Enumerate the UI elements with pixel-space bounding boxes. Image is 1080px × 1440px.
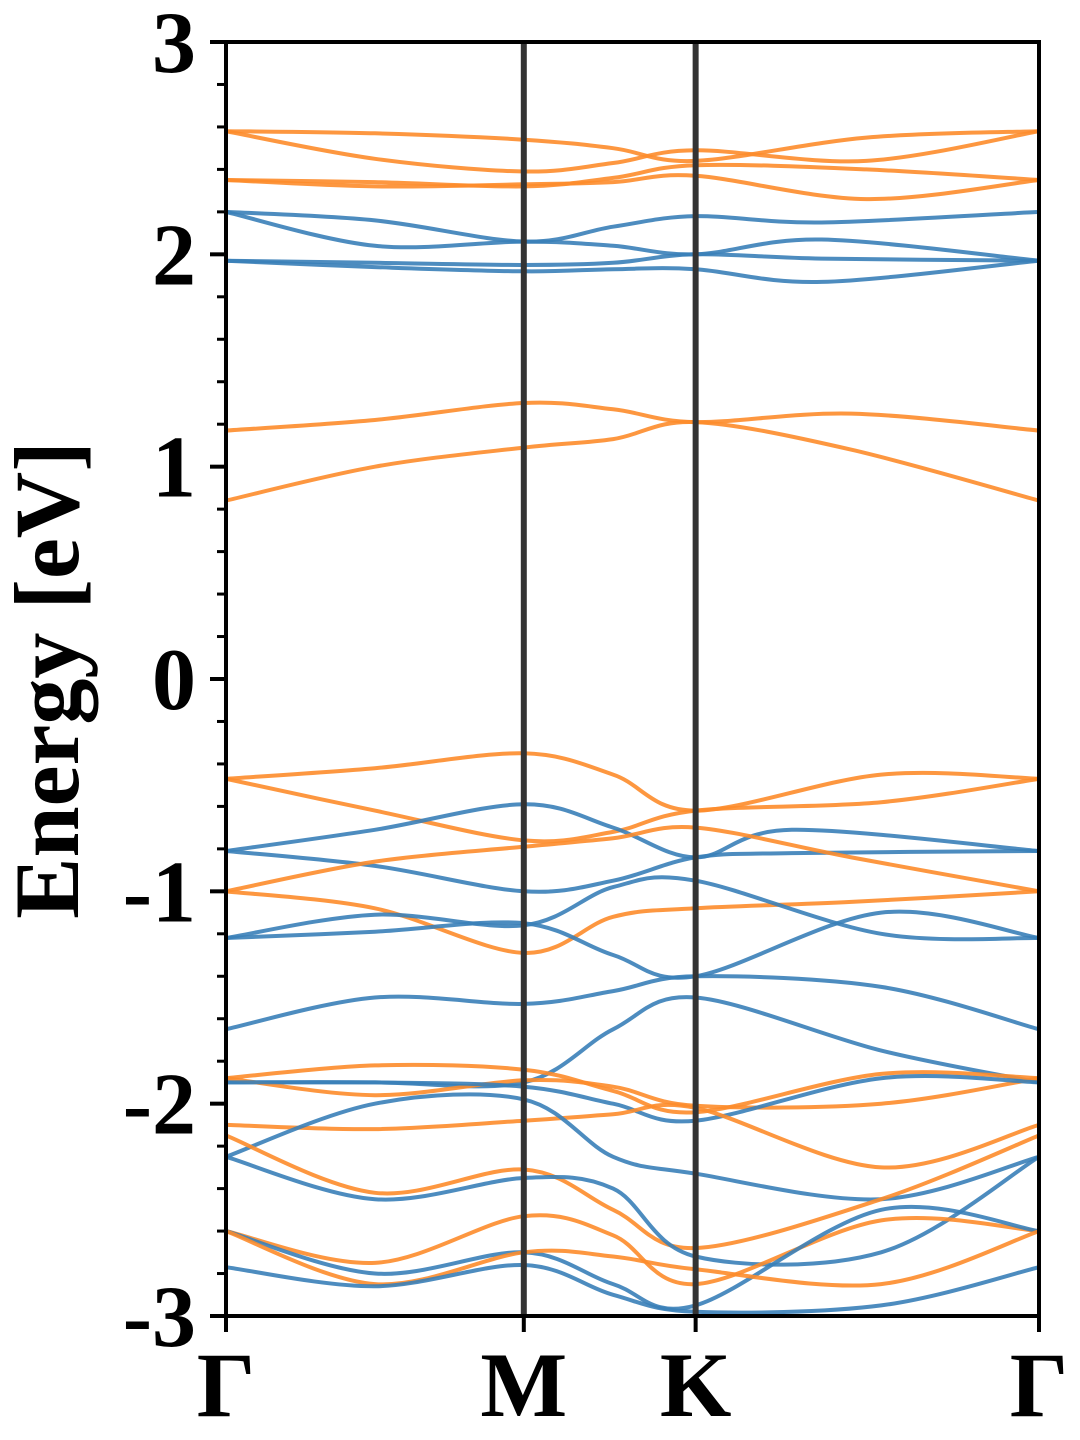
y-tick-label: 2	[152, 207, 196, 304]
y-tick-label: 0	[152, 632, 196, 729]
band-line-orange-2	[226, 162, 1039, 189]
band-line-blue-4	[226, 209, 1039, 244]
band-line-blue-28	[226, 1204, 1039, 1311]
y-tick-label: 1	[152, 420, 196, 517]
band-line-orange-29	[226, 1229, 1039, 1288]
band-line-blue-12	[226, 802, 1039, 860]
band-line-blue-16	[226, 875, 1039, 942]
high-symmetry-lines	[520, 42, 699, 1316]
band-line-blue-26	[226, 1154, 1039, 1267]
band-line-blue-5	[226, 209, 1039, 263]
band-line-orange-27	[226, 1213, 1039, 1287]
band-line-orange-10	[226, 751, 1039, 813]
y-axis-title: Energy [eV]	[0, 441, 98, 919]
band-line-orange-3	[226, 173, 1039, 202]
x-tick-label-0: Γ	[197, 1334, 256, 1436]
band-line-orange-9	[226, 420, 1039, 503]
band-line-blue-18	[226, 974, 1039, 1032]
band-line-orange-23	[226, 1102, 1039, 1170]
y-tick-label: -3	[123, 1269, 196, 1366]
plot-frame	[224, 40, 1041, 1318]
band-line-orange-25	[226, 1133, 1039, 1251]
band-line-blue-22	[226, 1074, 1039, 1124]
x-tick-label-2: K	[660, 1334, 732, 1436]
band-line-orange-11	[226, 776, 1039, 844]
band-line-blue-17	[226, 909, 1039, 980]
y-tick-label: 3	[152, 0, 196, 92]
y-tick-labels: 3 2 1 0 -1 -2 -3	[123, 0, 196, 1366]
band-line-orange-0	[226, 129, 1039, 164]
band-line-blue-7	[226, 258, 1039, 285]
band-line-orange-14	[226, 825, 1039, 894]
band-line-orange-15	[226, 889, 1039, 955]
series-layer	[226, 129, 1039, 1315]
band-line-blue-30	[226, 1262, 1039, 1315]
band-line-orange-1	[226, 129, 1039, 174]
band-line-orange-21	[226, 1076, 1039, 1110]
band-line-orange-8	[226, 400, 1039, 433]
y-tick-label: -1	[123, 844, 196, 941]
tick-marks	[210, 40, 1041, 1332]
band-line-blue-6	[226, 252, 1039, 268]
x-tick-label-3: Γ	[1010, 1334, 1069, 1436]
band-line-orange-20	[226, 1062, 1039, 1115]
y-tick-label: -2	[123, 1057, 196, 1154]
x-tick-label-1: M	[480, 1334, 567, 1436]
